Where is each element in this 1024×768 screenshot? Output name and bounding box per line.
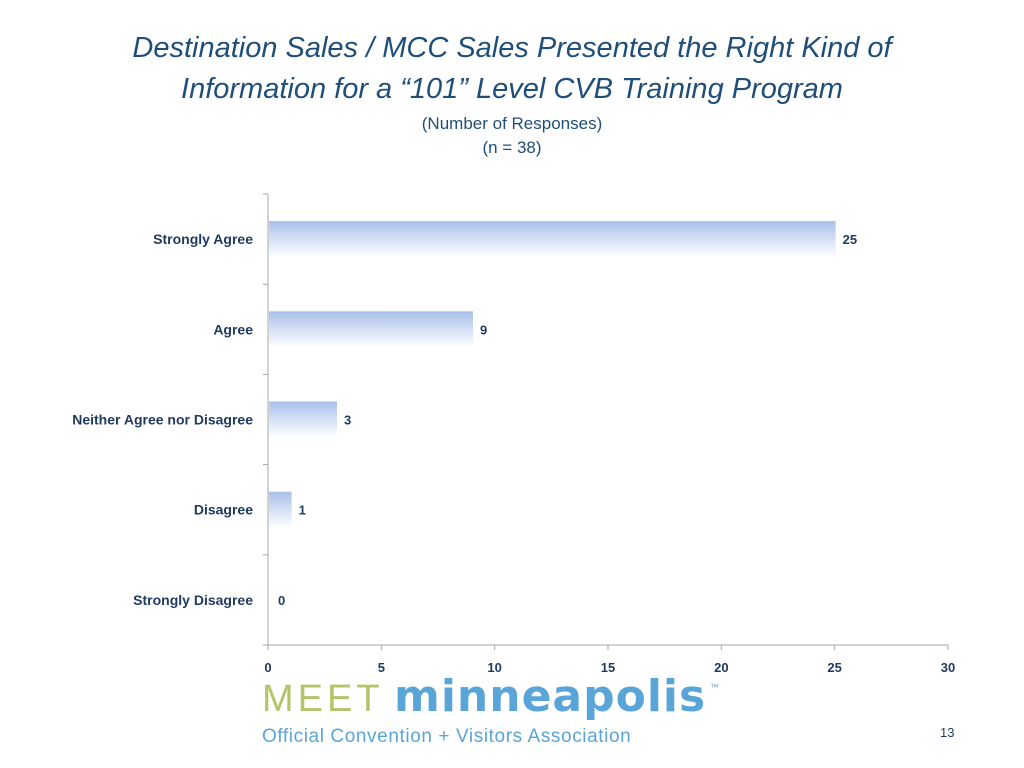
data-label: 25: [843, 232, 857, 247]
x-tick-label: 20: [714, 660, 728, 675]
data-label: 3: [344, 413, 351, 428]
category-label: Strongly Disagree: [133, 592, 253, 608]
x-tick-label: 5: [378, 660, 385, 675]
data-label: 0: [278, 593, 285, 608]
subtitle-line-1: (Number of Responses): [421, 114, 603, 133]
category-label: Agree: [213, 321, 253, 337]
x-tick-label: 0: [264, 660, 271, 675]
bar-neither-agree-nor-disagree: [269, 401, 337, 438]
data-label: 9: [480, 322, 487, 337]
category-label: Neither Agree nor Disagree: [72, 412, 253, 428]
bar-strongly-agree: [269, 221, 836, 258]
bar-disagree: [269, 491, 292, 528]
logo-word-minneapolis: minneapolis: [394, 671, 707, 722]
logo-trademark: ™: [710, 682, 719, 692]
logo-word-meet: MEET: [262, 678, 384, 720]
meet-minneapolis-logo: MEET minneapolis ™ Official Convention +…: [262, 672, 742, 756]
x-tick-label: 30: [941, 660, 955, 675]
x-tick-label: 25: [827, 660, 841, 675]
category-label: Strongly Agree: [153, 231, 253, 247]
bar-agree: [269, 311, 473, 348]
slide-title: Destination Sales / MCC Sales Presented …: [0, 28, 1024, 110]
x-tick-label: 15: [601, 660, 615, 675]
slide-title-line-1: Destination Sales / MCC Sales Presented …: [132, 32, 892, 64]
chart-bars: [269, 221, 836, 528]
slide-title-line-2: Information for a “101” Level CVB Traini…: [181, 73, 843, 105]
category-label: Disagree: [194, 502, 253, 518]
data-label: 1: [299, 503, 306, 518]
subtitle-line-2: (n = 38): [482, 138, 542, 157]
page-number: 13: [940, 725, 955, 740]
x-tick-label: 10: [487, 660, 501, 675]
logo-tagline: Official Convention + Visitors Associati…: [262, 726, 632, 747]
slide-subtitle: (Number of Responses) (n = 38): [0, 112, 1024, 160]
chart-axes: [263, 193, 949, 650]
